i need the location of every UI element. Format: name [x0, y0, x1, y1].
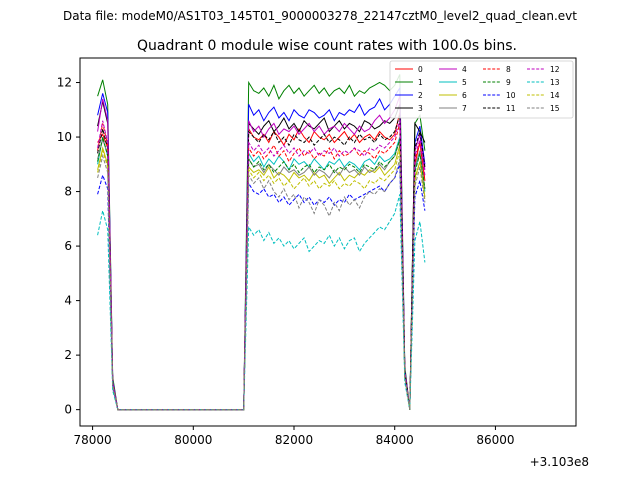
series-line-15	[97, 154, 426, 411]
data-file-label: Data file: modeM0/AS1T03_145T01_90000032…	[63, 9, 577, 23]
x-tick-label: 82000	[275, 433, 313, 447]
y-tick-label: 0	[64, 403, 72, 417]
series-line-3	[97, 101, 426, 411]
series-line-10	[97, 164, 426, 411]
y-tick-label: 8	[64, 185, 72, 199]
series-line-5	[97, 136, 426, 411]
series-line-14	[97, 148, 426, 411]
legend-label: 10	[506, 91, 516, 100]
y-tick-label: 2	[64, 348, 72, 362]
legend-label: 2	[418, 91, 423, 100]
y-tick-label: 4	[64, 294, 72, 308]
y-axis: 0 2 4 6 8 10 12	[57, 76, 80, 417]
legend-label: 0	[418, 65, 423, 74]
series-line-13	[97, 194, 426, 411]
legend-label: 15	[550, 104, 560, 113]
legend-label: 12	[550, 65, 560, 74]
legend-label: 5	[462, 78, 467, 87]
x-offset-label: +3.103e8	[530, 455, 589, 469]
x-tick-label: 78000	[73, 433, 111, 447]
series-line-6	[97, 145, 426, 411]
x-tick-label: 80000	[174, 433, 212, 447]
legend-label: 3	[418, 104, 423, 113]
x-axis: 78000 80000 82000 84000 86000	[73, 426, 515, 447]
series-line-1	[97, 74, 426, 411]
legend-label: 7	[462, 104, 467, 113]
series-line-2	[97, 86, 426, 411]
legend-label: 14	[550, 91, 560, 100]
series-line-12	[97, 120, 426, 411]
series-layer	[97, 74, 426, 411]
legend-frame	[389, 60, 574, 119]
legend-label: 13	[550, 78, 560, 87]
legend-label: 11	[506, 104, 516, 113]
legend-label: 9	[506, 78, 511, 87]
chart-title: Quadrant 0 module wise count rates with …	[137, 38, 517, 54]
series-line-11	[97, 115, 426, 411]
legend-label: 1	[418, 78, 423, 87]
y-tick-label: 12	[57, 76, 72, 90]
series-line-9	[97, 136, 426, 411]
plot-frame	[79, 57, 577, 427]
series-line-4	[97, 96, 426, 411]
y-tick-label: 10	[57, 130, 72, 144]
x-tick-label: 84000	[376, 433, 414, 447]
legend-label: 6	[462, 91, 467, 100]
x-tick-label: 86000	[476, 433, 514, 447]
series-line-7	[97, 138, 426, 411]
legend-label: 8	[506, 65, 511, 74]
series-line-8	[97, 123, 426, 411]
y-tick-label: 6	[64, 239, 72, 253]
legend-label: 4	[462, 65, 467, 74]
